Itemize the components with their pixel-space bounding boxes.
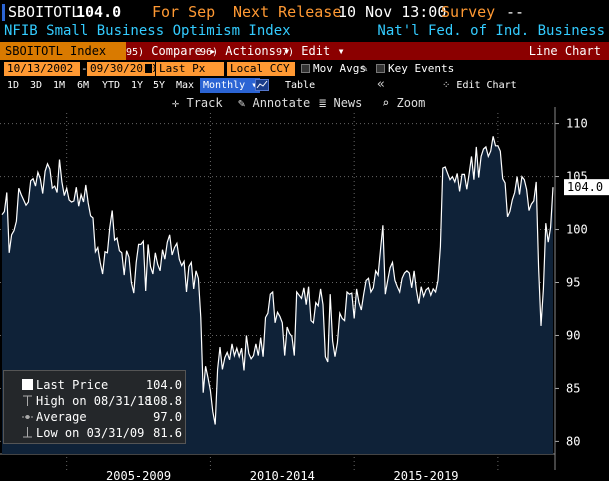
high-marker-icon (23, 395, 32, 406)
legend-last-price: Last Price 104.0 (4, 377, 187, 393)
chart-legend: Last Price 104.0 High on 08/31/18 108.8 … (3, 370, 186, 444)
y-tick-label: 95 (566, 276, 580, 290)
date-separator: - (81, 62, 88, 75)
ticker-marker (2, 4, 5, 21)
last-value: 104.0 (76, 3, 122, 21)
edit-menu[interactable]: 97) Edit ▾ (276, 44, 345, 58)
security-header: SBOITOTL 104.0 For Sep Next Release 10 N… (0, 0, 609, 24)
y-tick-label: 90 (566, 328, 580, 342)
chart-tools: ✛ Track ✎ Annotate ≣ News ⌕ Zoom (0, 95, 609, 111)
actions-menu[interactable]: 96) Actions ▾ (200, 44, 291, 58)
period-row: 1D 3D 1M 6M YTD 1Y 5Y Max Monthly ▾ Tabl… (0, 78, 609, 93)
legend-high: High on 08/31/18 108.8 (4, 393, 187, 409)
period-6m[interactable]: 6M (77, 80, 90, 91)
next-release-label: Next Release (233, 3, 342, 21)
last-price-marker: 104.0 (564, 179, 609, 196)
period-1y[interactable]: 1Y (131, 80, 144, 91)
calendar-icon[interactable] (144, 63, 153, 74)
table-button[interactable]: Table (285, 80, 316, 91)
period-label: For Sep (152, 3, 216, 21)
average-marker-icon (22, 415, 33, 419)
range-row: 10/13/2002 - 09/30/2020 Last Px Local CC… (0, 61, 609, 77)
survey-label: Survey (441, 3, 496, 21)
annotate-icon: ✎ (238, 96, 246, 110)
key-events-label: Key Events (388, 62, 455, 75)
collapse-icon[interactable]: « (377, 78, 385, 92)
annotate-button[interactable]: ✎ Annotate (238, 96, 311, 110)
y-tick-label: 85 (566, 381, 580, 395)
last-price-tag: 104.0 (567, 180, 603, 194)
start-date-input[interactable]: 10/13/2002 (4, 62, 80, 76)
compare-button[interactable]: 95) Compare ▸ (126, 44, 217, 58)
line-chart-icon[interactable] (255, 79, 269, 91)
price-line (1, 136, 554, 425)
last-price-box (564, 179, 609, 196)
period-3d[interactable]: 3D (30, 80, 43, 91)
crosshair-icon: ✛ (172, 96, 180, 110)
period-5y[interactable]: 5Y (153, 80, 166, 91)
x-tick-label: 2005-2009 (106, 469, 171, 481)
next-release-value: 10 Nov 13:00 (338, 3, 447, 21)
key-events-checkbox[interactable] (376, 64, 385, 73)
currency-select[interactable]: Local CCY (227, 62, 295, 76)
index-label[interactable]: SBOITOTL Index (0, 42, 126, 60)
zoom-button[interactable]: ⌕ Zoom (382, 96, 426, 110)
mov-avgs-label: Mov Avgs (313, 62, 366, 75)
y-tick-label: 110 (566, 117, 588, 131)
period-ytd[interactable]: YTD (102, 80, 121, 91)
mov-avgs-checkbox[interactable] (301, 64, 310, 73)
edit-chart-button[interactable]: ⁘ Edit Chart (442, 80, 517, 91)
function-toolbar: SBOITOTL Index 95) Compare ▸ 96) Actions… (0, 42, 609, 60)
x-axis: 2005-2009 2010-2014 2015-2019 (106, 469, 459, 481)
news-icon: ≣ (319, 96, 327, 110)
settings-icon: ⁘ (442, 80, 451, 91)
legend-low: Low on 03/31/09 81.6 (4, 425, 187, 441)
y-tick-label: 100 (566, 223, 588, 237)
data-source: Nat'l Fed. of Ind. Business (377, 23, 605, 39)
y-tick-label: 80 (566, 434, 580, 448)
last-price-swatch-icon (22, 379, 33, 390)
ticker-symbol[interactable]: SBOITOTL (8, 3, 81, 21)
period-max[interactable]: Max (176, 80, 195, 91)
price-field-select[interactable]: Last Px (156, 62, 224, 76)
chart-type-label[interactable]: Line Chart (528, 44, 601, 58)
pencil-icon[interactable]: ✎ (361, 62, 368, 75)
period-1m[interactable]: 1M (53, 80, 66, 91)
description-row: NFIB Small Business Optimism Index Nat'l… (0, 22, 609, 42)
x-tick-label: 2015-2019 (394, 469, 459, 481)
security-description: NFIB Small Business Optimism Index (4, 23, 291, 39)
track-button[interactable]: ✛ Track (172, 96, 223, 110)
frequency-select[interactable]: Monthly ▾ (200, 78, 261, 93)
low-marker-icon (23, 427, 32, 438)
magnifier-icon: ⌕ (382, 96, 390, 110)
period-1d[interactable]: 1D (7, 80, 20, 91)
legend-average: Average 97.0 (4, 409, 187, 425)
survey-value: -- (506, 3, 525, 21)
end-date-input[interactable]: 09/30/2020 (87, 62, 156, 76)
x-tick-label: 2010-2014 (250, 469, 315, 481)
news-button[interactable]: ≣ News (319, 96, 363, 110)
